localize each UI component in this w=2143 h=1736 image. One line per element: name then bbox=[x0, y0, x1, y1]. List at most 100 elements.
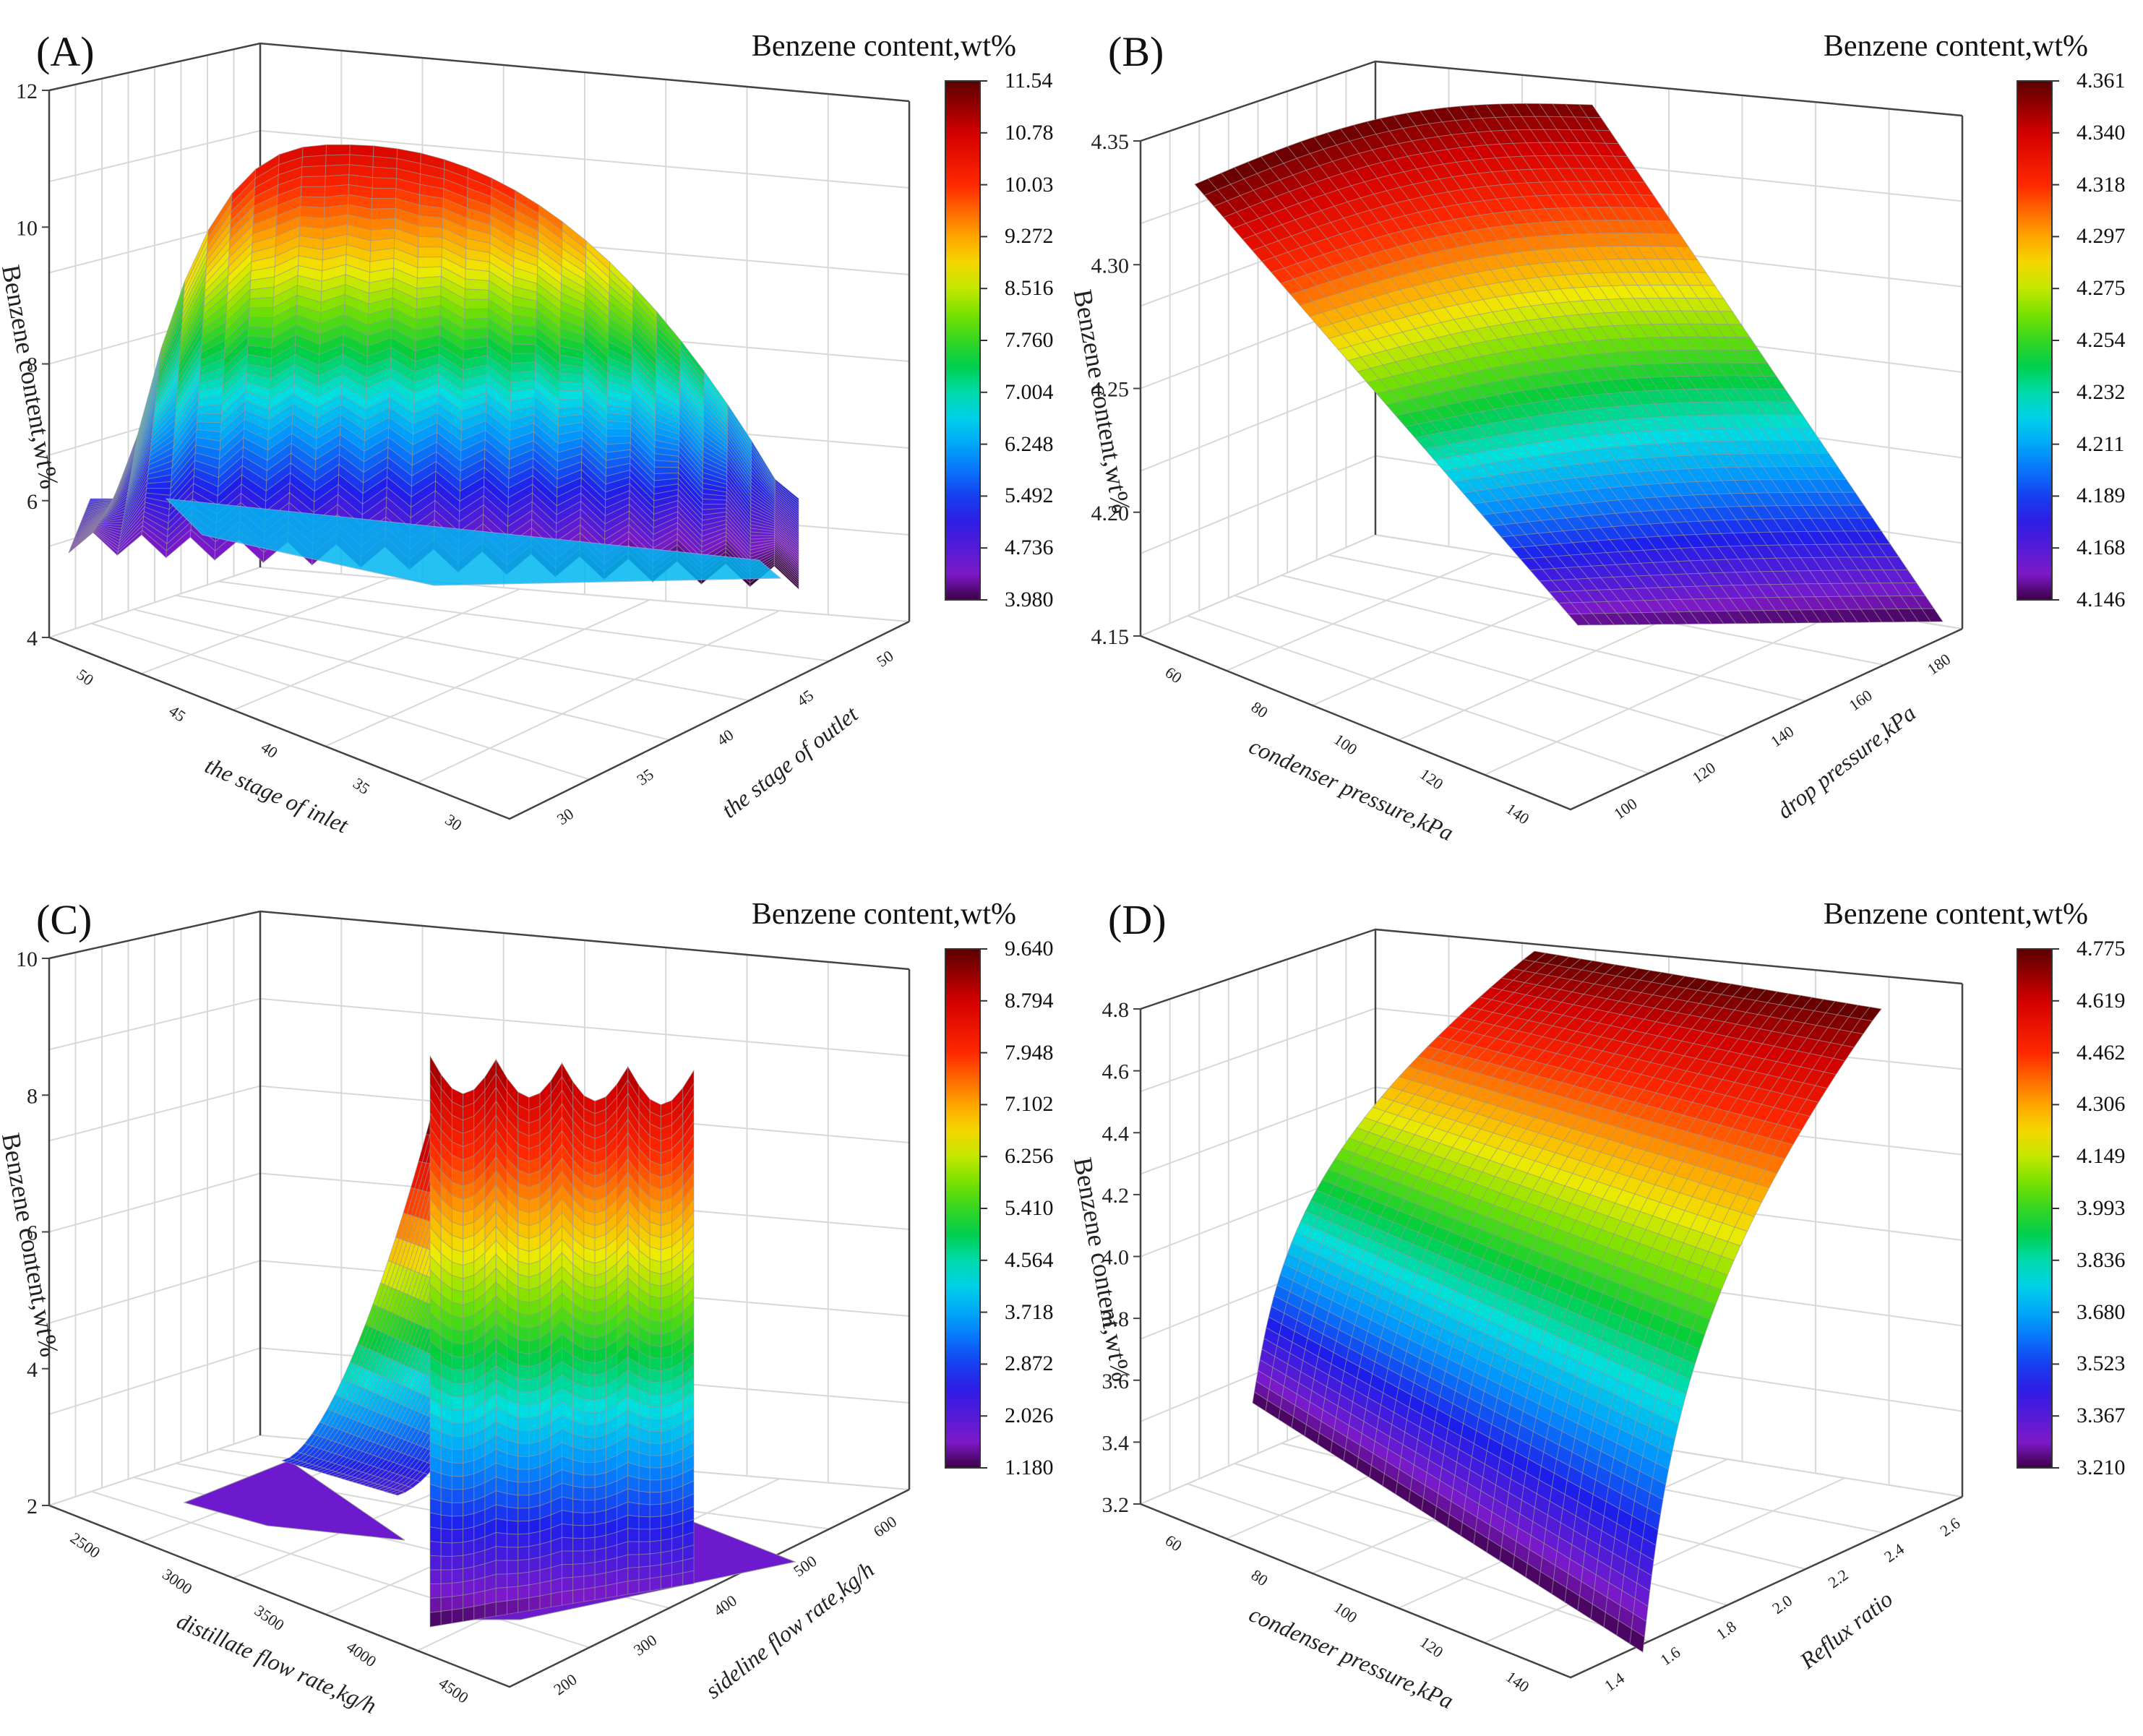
surface-cell bbox=[301, 155, 327, 168]
surface-cell bbox=[660, 1538, 673, 1553]
surface-cell bbox=[638, 1541, 650, 1555]
surface-cell bbox=[429, 1526, 442, 1543]
colorbar-tick-label: 4.564 bbox=[1005, 1247, 1054, 1272]
colorbar bbox=[945, 80, 981, 601]
z-tick-label: 8 bbox=[27, 353, 38, 377]
surface-cell bbox=[649, 1406, 661, 1420]
surface-cell bbox=[429, 1497, 442, 1516]
surface-cell bbox=[451, 1435, 464, 1451]
surface-cell bbox=[572, 1472, 585, 1489]
surface-cell bbox=[572, 1485, 585, 1501]
surface-cell bbox=[627, 1566, 640, 1582]
surface-cell bbox=[649, 1381, 661, 1396]
surface-cell bbox=[451, 1607, 464, 1624]
surface-cell bbox=[451, 1581, 464, 1597]
surface-cell bbox=[539, 1580, 551, 1597]
surface-cell bbox=[463, 1526, 475, 1543]
x-tick-label: 140 bbox=[1503, 799, 1532, 828]
surface-cell bbox=[451, 1502, 464, 1517]
colorbar bbox=[2017, 80, 2053, 601]
panel-label: (A) bbox=[36, 28, 95, 75]
surface-cell bbox=[451, 1475, 464, 1490]
surface-cell bbox=[372, 166, 398, 179]
surface-cell bbox=[562, 1589, 574, 1606]
surface-cell bbox=[518, 1365, 530, 1380]
surface-cell bbox=[418, 225, 443, 239]
colorbar-tick-label: 4.189 bbox=[2077, 484, 2126, 508]
colorbar-title: Benzene content,wt% bbox=[1823, 30, 2088, 63]
surface-cell bbox=[528, 1531, 541, 1547]
surface-cell bbox=[562, 1537, 574, 1552]
surface-cell bbox=[638, 1516, 650, 1530]
surface-cell bbox=[451, 1422, 464, 1438]
surface-cell bbox=[562, 1550, 574, 1565]
surface-cell bbox=[572, 1459, 585, 1476]
colorbar-tick-label: 4.211 bbox=[2077, 431, 2125, 456]
surface-cell bbox=[594, 1572, 606, 1588]
surface-cell bbox=[528, 1595, 541, 1612]
surface-cell bbox=[638, 1478, 650, 1493]
surface-cell bbox=[440, 1487, 452, 1504]
surface-cell bbox=[451, 1568, 464, 1584]
colorbar-tick-label: 4.254 bbox=[2077, 328, 2126, 352]
surface-cell bbox=[518, 1456, 530, 1470]
surface-cell bbox=[562, 1563, 574, 1579]
surface-cell bbox=[464, 288, 489, 300]
surface-cell bbox=[372, 177, 397, 189]
surface-cell bbox=[495, 1531, 507, 1548]
surface-cell bbox=[627, 1541, 640, 1555]
surface-cell bbox=[451, 1448, 464, 1464]
surface-cell bbox=[528, 1544, 541, 1560]
surface-cell bbox=[572, 1563, 585, 1578]
surface-cell bbox=[484, 1587, 497, 1605]
panel-a: 4 6 8 10 12 50 45 40 35 30 30 35 40 45 50 Benzene conte… bbox=[0, 0, 1071, 868]
surface-cell bbox=[418, 215, 444, 228]
surface-cell bbox=[440, 1514, 452, 1531]
surface-cell bbox=[649, 1467, 661, 1481]
surface-cell bbox=[371, 207, 396, 220]
surface-cell bbox=[649, 1344, 661, 1359]
z-tick-label: 2 bbox=[27, 1495, 38, 1518]
surface-cell bbox=[627, 1554, 640, 1569]
surface-cell bbox=[583, 1512, 596, 1526]
surface-cell bbox=[372, 187, 397, 199]
y-tick-label: 45 bbox=[794, 686, 817, 710]
y-axis-title: the stage of outlet bbox=[716, 700, 863, 823]
colorbar-tick-label: 6.248 bbox=[1005, 431, 1054, 456]
surface-cell bbox=[594, 1534, 606, 1551]
surface-cell bbox=[518, 1482, 530, 1496]
x-tick-label: 4000 bbox=[343, 1638, 379, 1671]
surface-cell bbox=[511, 343, 536, 354]
surface-cell bbox=[429, 1512, 442, 1529]
panel-b: 4.15 4.20 4.25 4.30 4.35 60 80 100 120 140 100 120 1… bbox=[1072, 0, 2143, 868]
surface-cell bbox=[440, 1473, 452, 1490]
x-tick-label: 2500 bbox=[67, 1529, 103, 1562]
y-tick-label: 30 bbox=[554, 804, 577, 828]
surface-cell bbox=[605, 1583, 617, 1599]
x-tick-label: 30 bbox=[442, 810, 465, 834]
x-tick-label: 100 bbox=[1331, 730, 1360, 758]
x-tick-label: 35 bbox=[350, 774, 373, 798]
y-tick-label: 120 bbox=[1689, 758, 1719, 786]
surface-cell bbox=[507, 1547, 519, 1561]
surface-cell bbox=[248, 306, 274, 319]
surface-cell bbox=[638, 1490, 650, 1505]
surface-cell bbox=[495, 1586, 507, 1603]
surface-cell bbox=[528, 1505, 541, 1521]
surface-cell bbox=[495, 1518, 507, 1534]
surface-cell bbox=[583, 1487, 596, 1501]
surface-cell bbox=[660, 1574, 673, 1590]
surface-cell bbox=[583, 1360, 596, 1376]
surface-cell bbox=[507, 1479, 519, 1496]
surface-cell bbox=[440, 1528, 452, 1544]
surface-cell bbox=[572, 1498, 585, 1514]
surface-cell bbox=[463, 1566, 475, 1583]
surface-cell bbox=[371, 197, 397, 210]
surface-cell bbox=[528, 1569, 541, 1586]
colorbar-tick-label: 4.340 bbox=[2077, 120, 2126, 145]
surface-cell bbox=[440, 1569, 452, 1584]
surface-cell bbox=[300, 196, 325, 208]
surface-cell bbox=[638, 1465, 650, 1481]
